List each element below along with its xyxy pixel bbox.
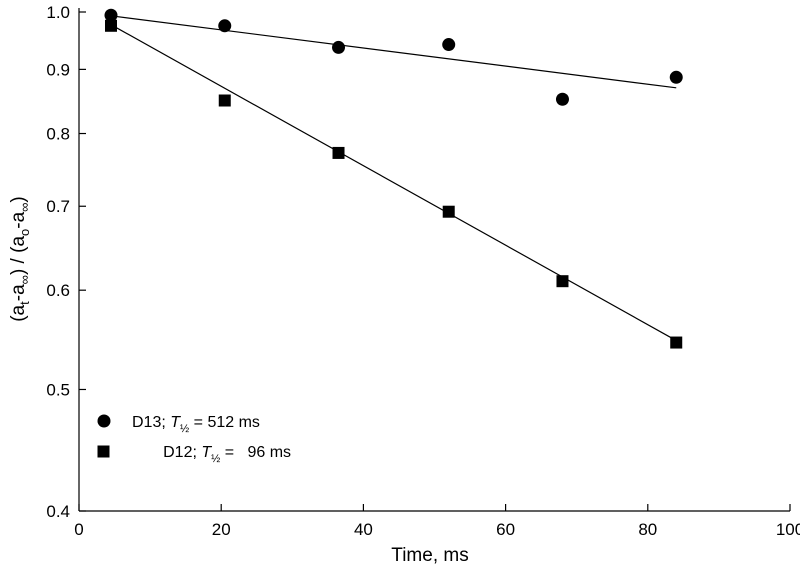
y-ticks: 0.4 0.5 0.6 0.7 0.8 0.9 1.0 [46, 3, 86, 521]
y-tick-label: 0.5 [46, 380, 70, 399]
data-point-circle [442, 38, 456, 52]
x-axis-title: Time, ms [391, 545, 468, 566]
y-tick-label: 0.8 [46, 125, 70, 144]
legend: D13; T½ = 512 ms D12; T½ = 96 ms [97, 414, 313, 465]
data-point-circle [218, 19, 232, 33]
legend-label-d12: D12; T½ = 96 ms [132, 444, 313, 465]
y-title-part: ) / (a [8, 236, 29, 275]
y-title-sub: ∞ [17, 203, 32, 212]
x-tick-label: 100 [776, 520, 800, 539]
y-tick-label: 0.4 [46, 502, 70, 521]
x-tick-label: 0 [74, 520, 83, 539]
y-title-sub: ∞ [17, 275, 32, 284]
data-point-square [332, 146, 345, 159]
x-tick-label: 40 [354, 520, 373, 539]
data-point-square [670, 336, 683, 349]
x-tick-label: 20 [212, 520, 231, 539]
y-tick-label: 0.7 [46, 197, 70, 216]
x-tick-label: 60 [496, 520, 515, 539]
y-title-part: -a [8, 211, 29, 228]
x-ticks: 0 20 40 60 80 100 [74, 504, 800, 539]
data-point-circle [669, 70, 683, 84]
y-tick-label: 1.0 [46, 3, 70, 22]
y-title-part: ) [8, 196, 29, 202]
svg-text:(at-a∞) / (ao-a∞): (at-a∞) / (ao-a∞) [8, 196, 32, 322]
y-title-sub: t [17, 301, 32, 305]
data-point-circle [555, 92, 569, 106]
data-markers [104, 8, 683, 349]
y-title-sub: o [17, 229, 32, 236]
x-tick-label: 80 [638, 520, 657, 539]
fit-lines [110, 15, 677, 342]
axes [78, 8, 790, 512]
y-tick-label: 0.6 [46, 281, 70, 300]
y-title-part: -a [8, 284, 29, 301]
y-title-part: (a [8, 304, 29, 321]
data-point-square [104, 19, 117, 32]
data-point-circle [104, 8, 118, 22]
y-axis-title: (at-a∞) / (ao-a∞) [8, 196, 32, 322]
legend-label-d13: D13; T½ = 512 ms [132, 414, 260, 435]
fit-line-series-0 [110, 15, 677, 89]
data-point-circle [332, 40, 346, 54]
data-point-square [442, 205, 455, 218]
data-point-square [218, 94, 231, 107]
data-point-square [556, 275, 569, 288]
y-tick-label: 0.9 [46, 60, 70, 79]
legend-marker-circle [97, 414, 111, 428]
fit-line-series-1 [110, 24, 677, 342]
legend-marker-square [97, 445, 110, 458]
